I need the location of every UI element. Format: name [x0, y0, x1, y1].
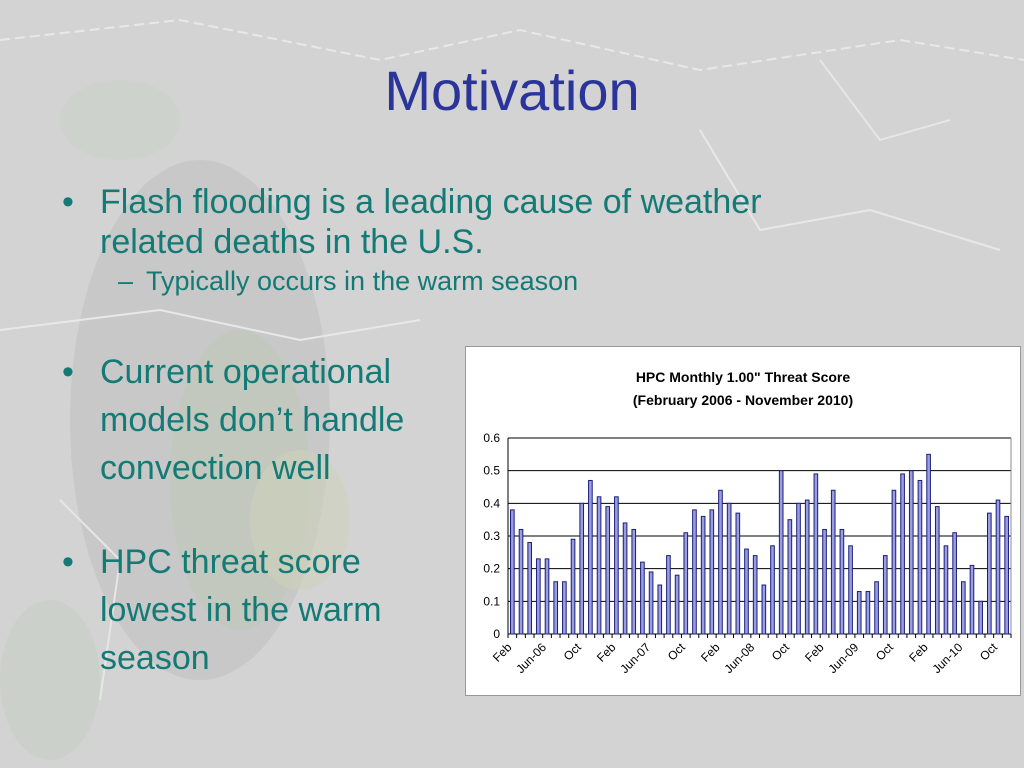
bullet-marker: •	[62, 543, 74, 581]
bar	[640, 561, 645, 635]
bar	[865, 591, 871, 635]
bar	[813, 473, 819, 635]
x-tick-label: Oct	[665, 640, 689, 664]
x-tick-label: Jun-09	[825, 640, 861, 676]
bar	[848, 545, 853, 635]
bar	[787, 519, 793, 635]
bullet-text: Flash flooding is a leading cause of wea…	[100, 183, 762, 261]
bar	[527, 542, 533, 635]
bar	[562, 581, 567, 635]
bar	[856, 591, 862, 635]
bar	[596, 496, 602, 635]
bar	[917, 479, 923, 635]
bar	[536, 558, 541, 635]
x-tick-label: Oct	[769, 640, 793, 664]
bar	[614, 496, 619, 635]
bar	[709, 509, 715, 635]
bar	[900, 473, 905, 635]
bar	[692, 509, 697, 635]
bar	[830, 489, 836, 635]
y-tick-label: 0.4	[483, 496, 500, 510]
bar	[544, 558, 550, 635]
bar	[622, 522, 628, 635]
bar	[839, 528, 845, 635]
bar	[553, 581, 559, 635]
bar	[752, 555, 758, 635]
bar	[657, 584, 663, 635]
bar	[822, 528, 827, 635]
bar	[666, 555, 671, 635]
y-tick-label: 0	[493, 627, 500, 641]
bar	[1004, 515, 1009, 635]
chart-title: HPC Monthly 1.00" Threat Score	[635, 369, 851, 385]
sub-bullet-text: Typically occurs in the warm season	[146, 266, 579, 296]
x-tick-label: Oct	[977, 640, 1001, 664]
y-tick-label: 0.1	[483, 594, 500, 608]
x-tick-label: Jun-08	[721, 640, 757, 676]
x-tick-label: Feb	[802, 640, 827, 665]
bar	[969, 564, 975, 635]
bar	[735, 512, 741, 635]
y-tick-label: 0.2	[483, 562, 500, 576]
y-tick-label: 0.5	[483, 464, 500, 478]
bar	[726, 502, 732, 635]
bar	[744, 548, 749, 635]
bar	[960, 581, 966, 635]
bar	[891, 489, 897, 635]
bar	[700, 515, 706, 635]
bullet-marker: •	[62, 183, 74, 221]
bar	[579, 502, 585, 635]
page-title: Motivation	[384, 59, 640, 122]
x-tick-label: Feb	[906, 640, 931, 665]
x-tick-label: Feb	[594, 640, 619, 665]
bar	[770, 545, 775, 635]
bar	[978, 600, 983, 635]
bar	[605, 506, 611, 635]
x-tick-label: Jun-07	[617, 640, 653, 676]
bar	[674, 574, 680, 635]
bar	[926, 453, 931, 635]
y-tick-label: 0.6	[483, 431, 500, 445]
sub-bullet-marker: –	[118, 266, 134, 296]
y-tick-label: 0.3	[483, 529, 500, 543]
bar	[934, 506, 940, 635]
bar	[908, 470, 914, 635]
bar	[943, 545, 949, 635]
bar	[874, 581, 879, 635]
threat-score-chart: HPC Monthly 1.00" Threat Score (February…	[465, 346, 1021, 696]
x-tick-label: Feb	[698, 640, 723, 665]
x-tick-label: Jun-06	[513, 640, 549, 676]
bar	[648, 571, 654, 635]
x-tick-label: Oct	[561, 640, 585, 664]
bar	[796, 502, 801, 635]
bar	[683, 532, 689, 635]
bar	[718, 489, 723, 635]
bar	[761, 584, 767, 635]
x-tick-label: Jun-10	[930, 640, 966, 676]
bar	[588, 479, 593, 635]
x-tick-label: Oct	[873, 640, 897, 664]
bar	[804, 499, 810, 635]
bullet-text: HPC threat score lowest in the warm seas…	[100, 543, 382, 677]
bullet-text: Current operational models don’t handle …	[100, 353, 405, 487]
x-tick-label: Feb	[490, 640, 515, 665]
bar	[518, 528, 524, 635]
bullet-marker: •	[62, 353, 74, 391]
bar	[778, 470, 784, 635]
bar	[987, 512, 992, 635]
chart-subtitle: (February 2006 - November 2010)	[632, 392, 854, 408]
bar	[995, 499, 1001, 635]
bar	[631, 528, 637, 635]
bar	[510, 509, 515, 635]
bar	[882, 555, 888, 635]
bar	[952, 532, 957, 635]
bar	[570, 538, 576, 635]
